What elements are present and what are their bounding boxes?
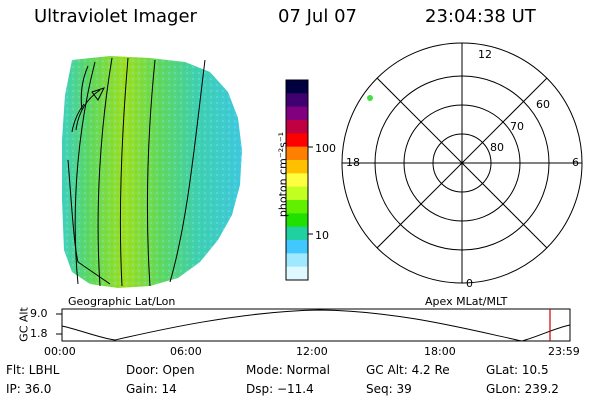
altitude-curve [61, 309, 571, 342]
instrument-title: Ultraviolet Imager [34, 6, 197, 27]
colorbar-segment [286, 120, 308, 134]
polar-image-fragment [367, 95, 373, 101]
info-glat: GLat: 10.5 [486, 363, 549, 377]
timeline-xtick: 18:00 [424, 345, 456, 358]
mlt-label-18: 18 [346, 156, 360, 169]
info-gain: Gain: 14 [126, 382, 177, 396]
colorbar-segment [286, 106, 308, 121]
image-caption: Geographic Lat/Lon [68, 295, 176, 308]
timeline-xtick: 00:00 [44, 345, 76, 358]
uv-image [62, 56, 242, 288]
polar-caption: Apex MLat/MLT [425, 295, 508, 308]
lat-label-70: 70 [510, 120, 524, 133]
colorbar-segment [286, 266, 308, 281]
timeline-plot [56, 308, 571, 342]
info-filter: Flt: LBHL [6, 363, 60, 377]
colorbar-label: photon cm⁻²s⁻¹ [276, 131, 290, 218]
geographic-grid [67, 57, 206, 287]
timeline-xtick: 23:59 [548, 345, 580, 358]
colorbar-segment [286, 133, 308, 148]
colorbar-segment [286, 186, 308, 201]
colorbar-segment [286, 200, 308, 214]
timeline-ytick-low: 1.8 [30, 327, 48, 340]
info-dsp: Dsp: −11.4 [246, 382, 314, 396]
mlt-label-12: 12 [478, 48, 492, 61]
info-seq: Seq: 39 [366, 382, 412, 396]
date-label: 07 Jul 07 [278, 6, 357, 27]
colorbar-segment [286, 80, 308, 94]
colorbar-segment [286, 93, 308, 108]
time-label: 23:04:38 UT [425, 6, 536, 27]
colorbar-frame [285, 79, 309, 281]
colorbar-segment [286, 240, 308, 254]
mlt-label-6: 6 [572, 156, 579, 169]
colorbar [285, 79, 313, 281]
lat-label-80: 80 [490, 141, 504, 154]
timeline-ylabel: GC Alt [17, 307, 31, 342]
info-mode: Mode: Normal [246, 363, 330, 377]
info-glon: GLon: 239.2 [486, 382, 559, 396]
colorbar-segment [286, 173, 308, 188]
lat-label-60: 60 [536, 98, 550, 111]
colorbar-segment [286, 213, 308, 228]
timeline-ytick-high: 9.0 [30, 307, 48, 320]
timeline-xtick: 12:00 [296, 345, 328, 358]
info-ip: IP: 36.0 [6, 382, 52, 396]
timeline-xtick: 06:00 [170, 345, 202, 358]
colorbar-tick-100: 100 [315, 142, 336, 155]
info-gc-alt: GC Alt: 4.2 Re [366, 363, 450, 377]
mlt-label-0: 0 [466, 277, 473, 290]
colorbar-segment [286, 160, 308, 174]
colorbar-tick-10: 10 [315, 229, 329, 242]
colorbar-segment [286, 146, 308, 161]
colorbar-segment [286, 253, 308, 268]
colorbar-segment [286, 226, 308, 241]
info-door: Door: Open [126, 363, 195, 377]
polar-plot [341, 42, 583, 284]
